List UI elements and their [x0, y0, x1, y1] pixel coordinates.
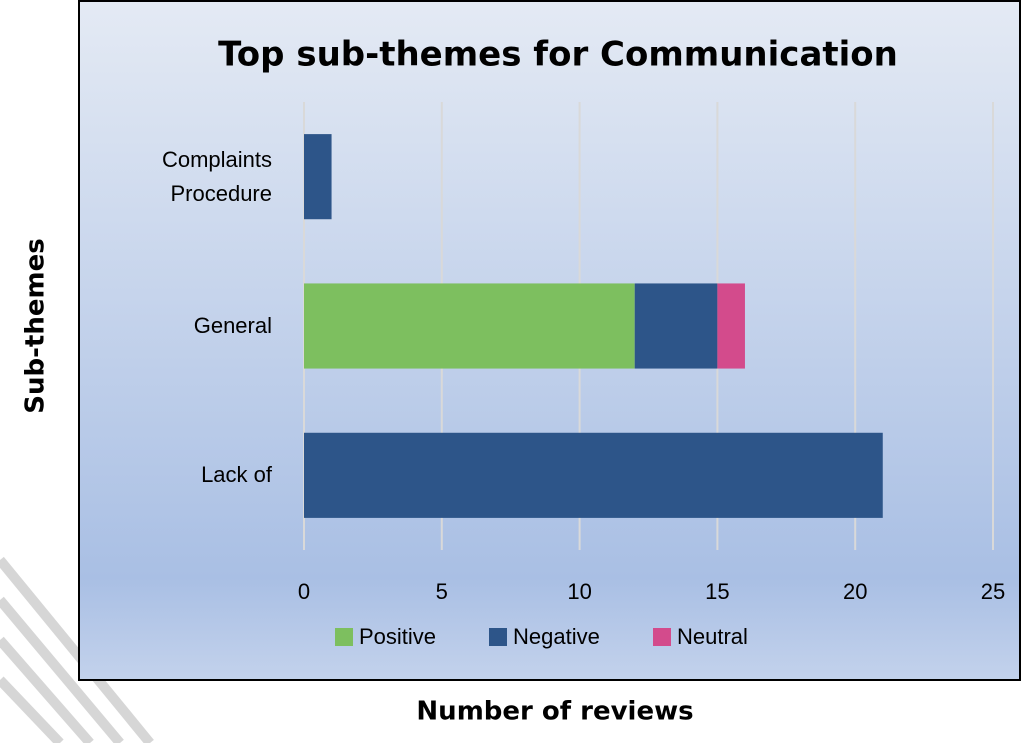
x-tick-label: 15: [705, 579, 729, 604]
y-tick-label: General: [193, 313, 272, 338]
x-tick-label: 25: [981, 579, 1005, 604]
bar-segment: [304, 283, 635, 369]
bar-segment: [717, 283, 745, 369]
x-tick-label: 20: [843, 579, 867, 604]
bar-segment: [304, 134, 332, 220]
x-tick-label: 5: [436, 579, 448, 604]
legend-swatch: [335, 628, 353, 646]
legend-swatch: [489, 628, 507, 646]
chart-title: Top sub-themes for Communication: [218, 35, 898, 75]
y-axis-label: Sub-themes: [21, 238, 51, 413]
y-tick-label: Lack of: [201, 462, 272, 488]
x-tick-label: 10: [567, 579, 591, 604]
legend-swatch: [653, 628, 671, 646]
x-tick-label: 0: [298, 579, 310, 604]
x-axis-label: Number of reviews: [416, 697, 693, 727]
bar-segment: [634, 283, 718, 369]
bar-segment: [304, 432, 883, 518]
decor-stripes: [0, 556, 154, 743]
legend-label: Negative: [513, 624, 600, 649]
legend-label: Neutral: [677, 624, 748, 649]
y-tick-label: Complaints Procedure: [161, 146, 272, 206]
legend-label: Positive: [359, 624, 436, 649]
